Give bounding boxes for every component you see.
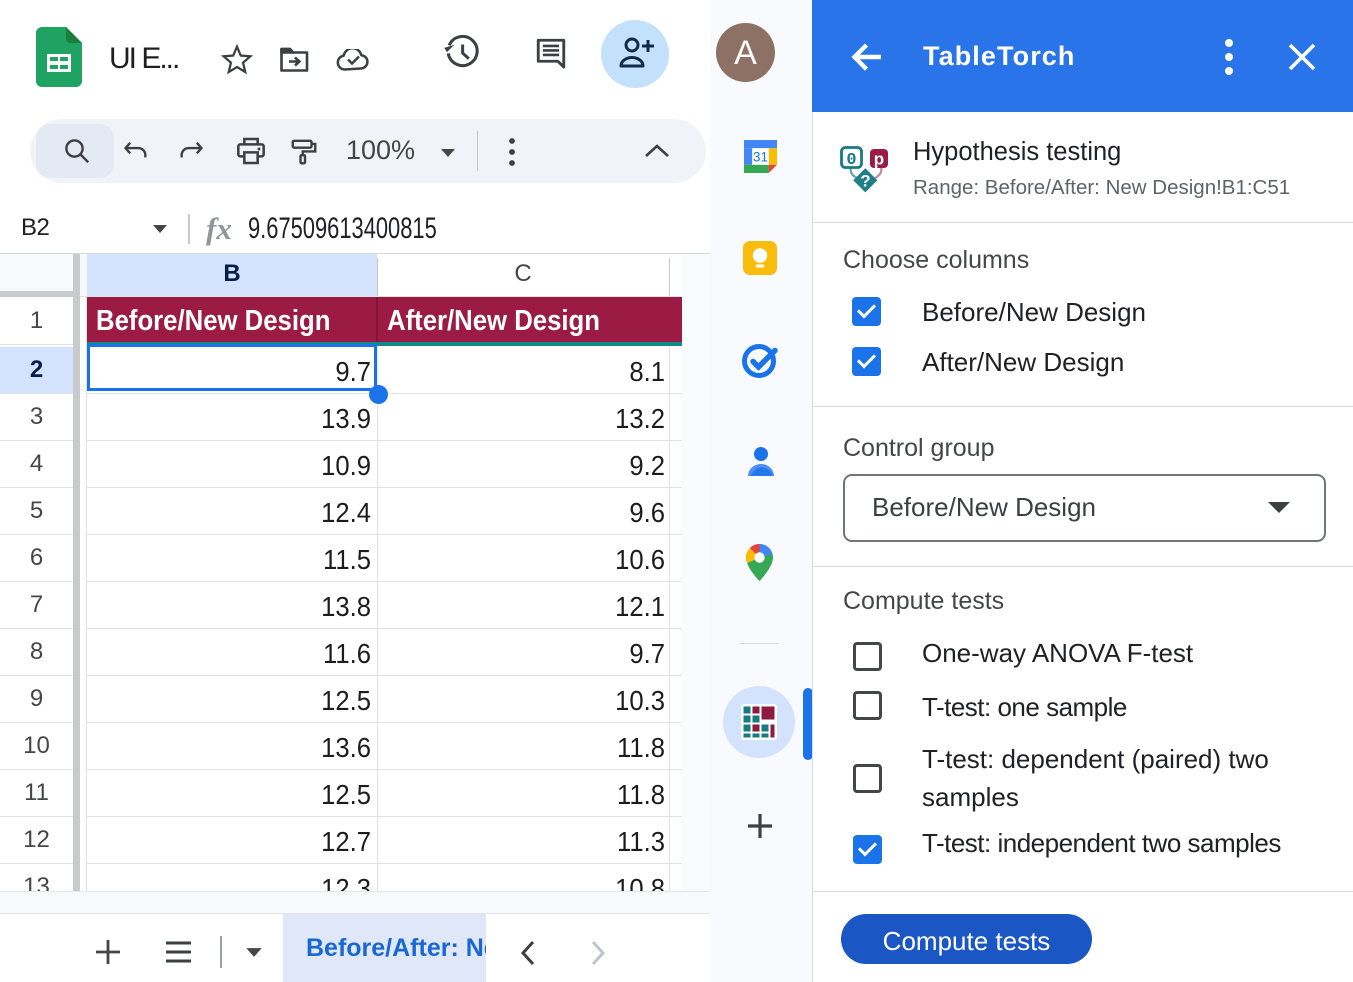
svg-text:?: ? — [860, 172, 870, 191]
svg-text:0: 0 — [846, 151, 856, 170]
svg-text:p: p — [874, 150, 884, 169]
svg-text:31: 31 — [753, 149, 768, 164]
